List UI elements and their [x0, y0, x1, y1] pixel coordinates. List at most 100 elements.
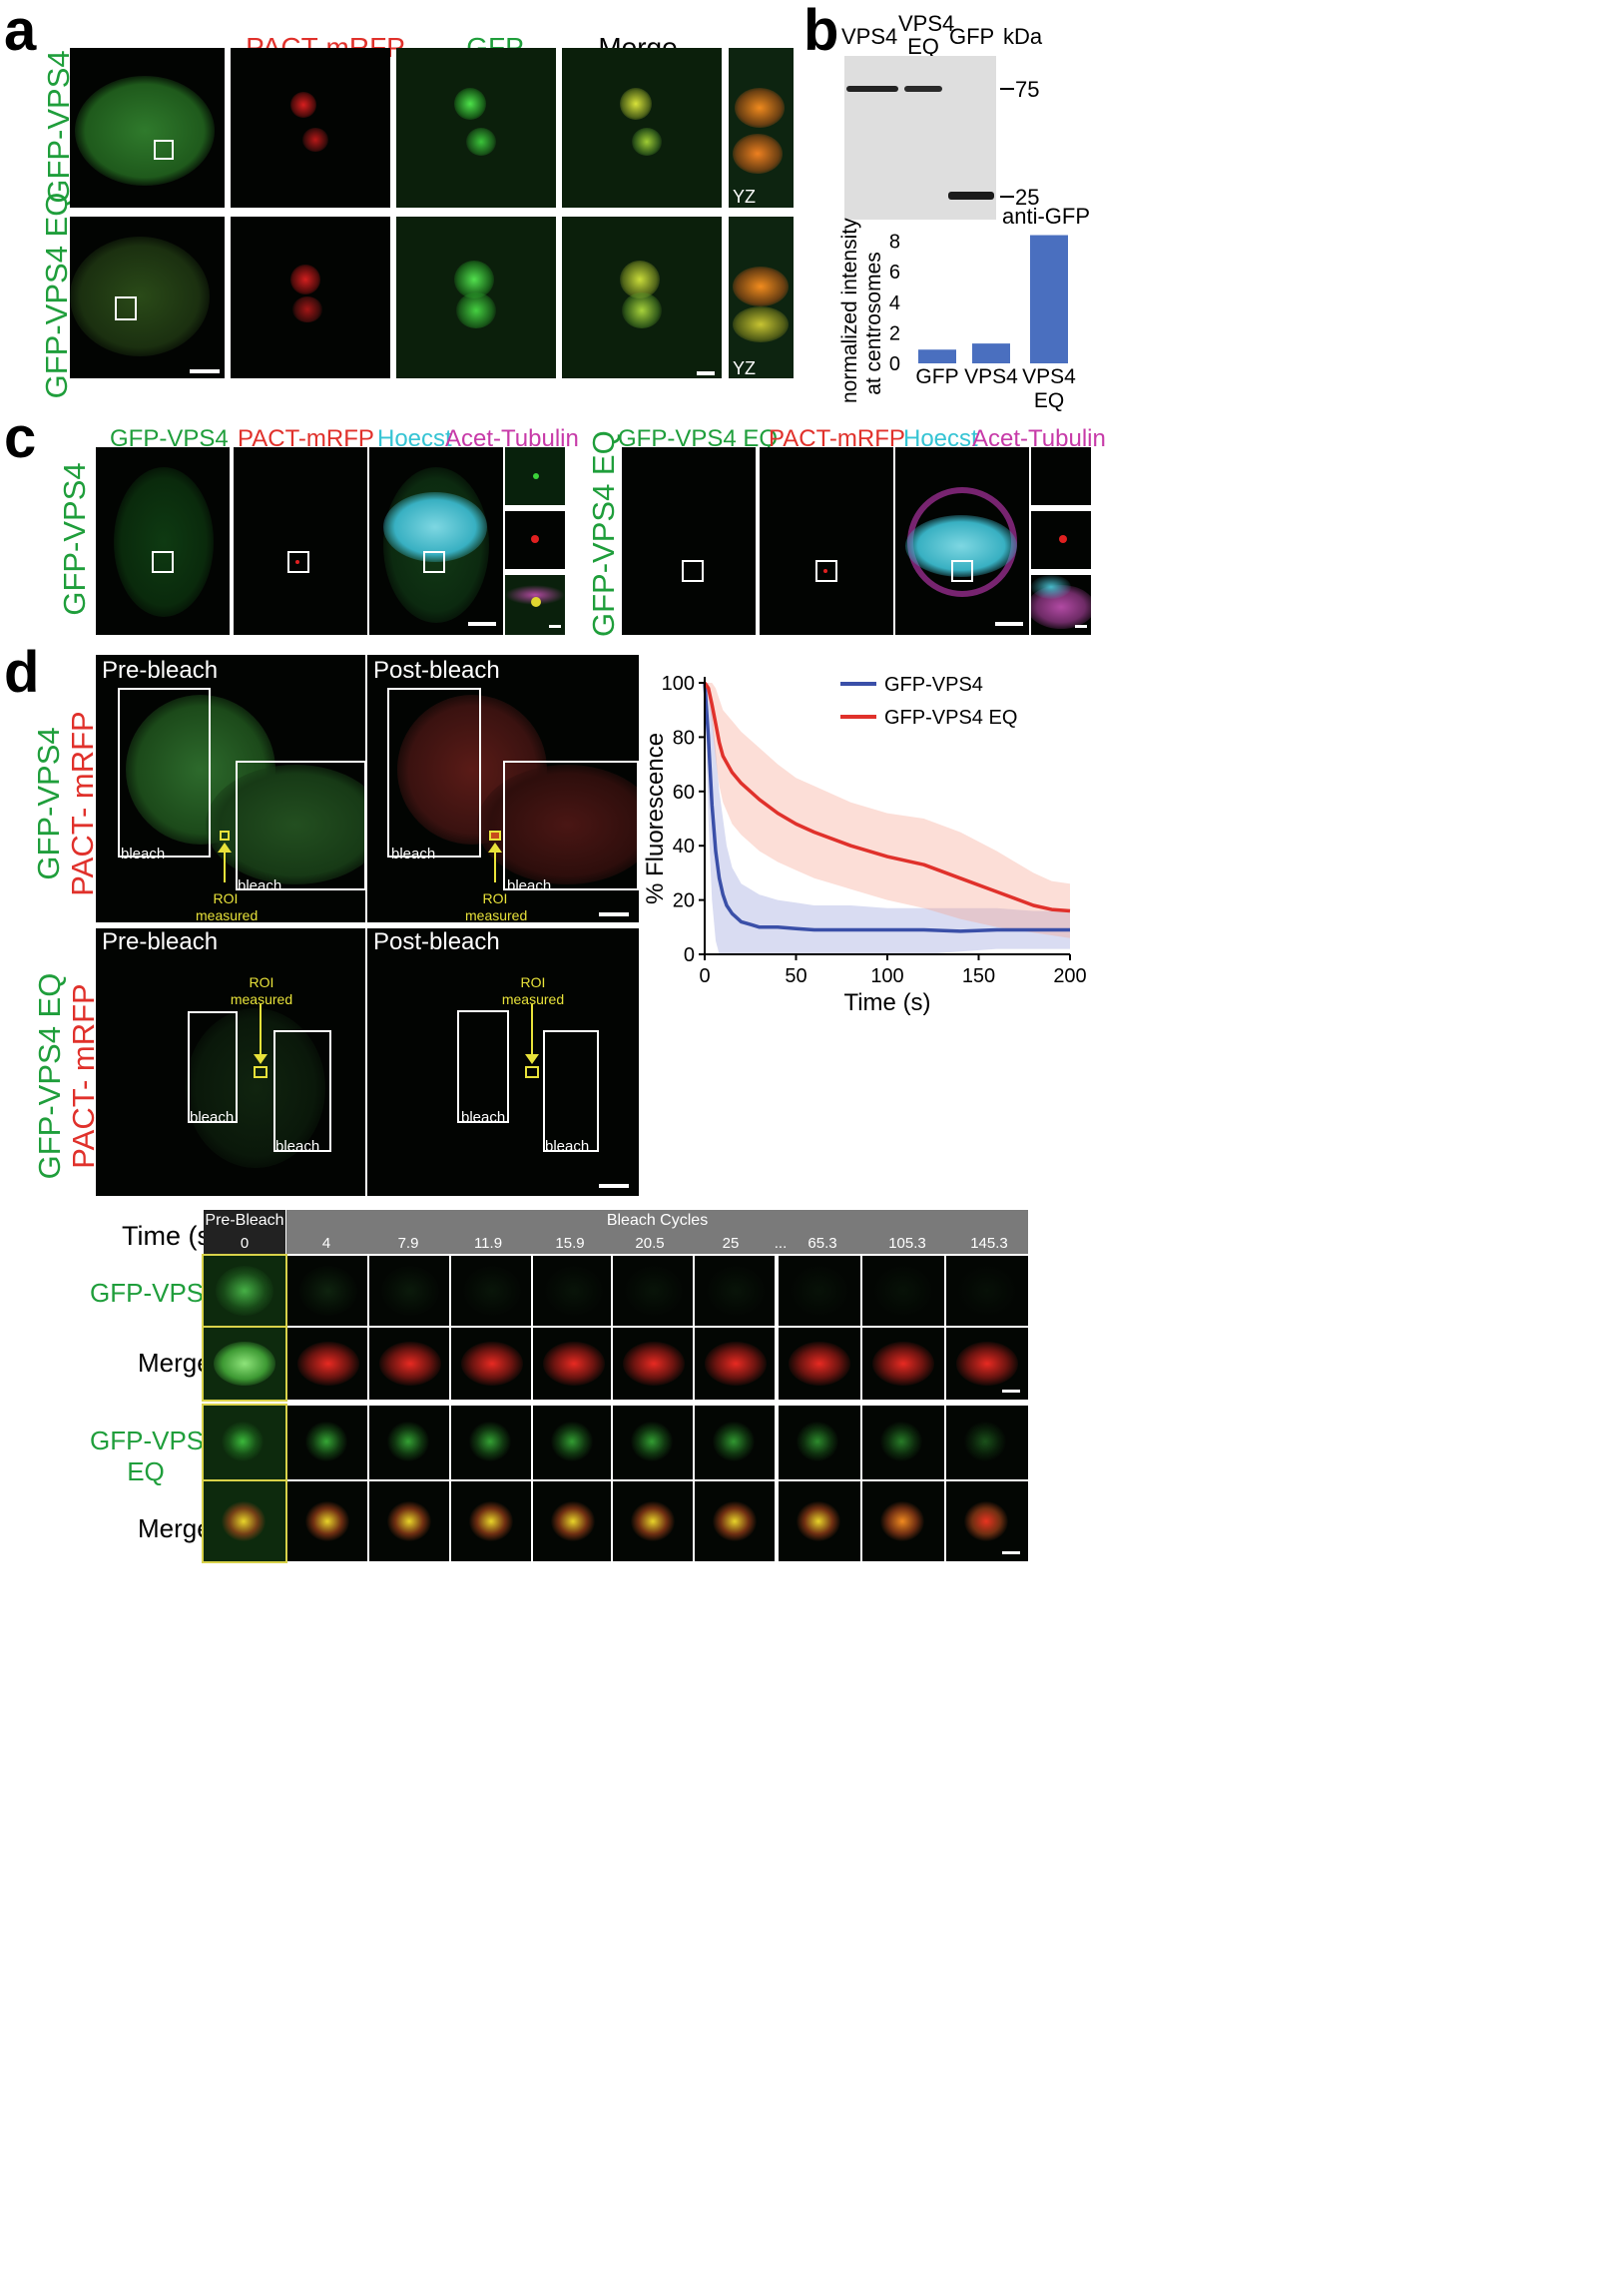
timecourse-row-label-4: Merge — [138, 1513, 212, 1543]
micrograph-a-vps4-overview — [70, 48, 225, 208]
lane-label-vps4eq-line1: VPS4 — [898, 11, 955, 36]
timecourse-cell-r1-c1 — [287, 1256, 367, 1326]
bleach-label-1b: bleach — [238, 877, 282, 894]
timecourse-cell-r2-c9 — [946, 1328, 1028, 1400]
timecourse-cell-r3-c0 — [202, 1404, 287, 1481]
postbleach-label-2: Post-bleach — [373, 928, 500, 955]
timecourse-cell-r3-c4 — [533, 1406, 611, 1479]
timecourse-row-label-2: Merge — [138, 1348, 212, 1378]
timecourse-time-label: Time (s) — [122, 1221, 220, 1251]
roi-label-3-line2: measured — [230, 990, 293, 1007]
bar-ytick-2: 4 — [889, 292, 900, 314]
timecourse-cell-r3-c8 — [862, 1406, 944, 1479]
c-right-row-label: GFP-VPS4 EQ — [586, 430, 621, 637]
c-right-header-tubulin: Acet-Tubulin — [972, 425, 1106, 452]
micrograph-a-vps4-gfp — [396, 48, 556, 208]
timecourse-cell-r4-c5 — [613, 1481, 693, 1561]
bar-xlabel-0: GFP — [915, 365, 958, 388]
panel-a-row-label-vps4eq: GFP-VPS4 EQ — [39, 192, 74, 399]
time-ellipsis: ... — [774, 1235, 788, 1252]
prebleach-header: Pre-Bleach 0 — [204, 1210, 285, 1254]
c-left-header-pact: PACT-mRFP — [238, 425, 374, 452]
line-ytick-1: 20 — [673, 890, 695, 912]
timecourse-cell-r4-c4 — [533, 1481, 611, 1561]
timecourse-cell-r3-c2 — [369, 1406, 449, 1479]
line-xtick-4: 200 — [1053, 965, 1086, 987]
yz-label-a1: YZ — [733, 187, 757, 207]
timecourse-cell-r2-c4 — [533, 1328, 611, 1400]
timecourse-cell-r4-c9 — [946, 1481, 1028, 1561]
d-row2-label: GFP-VPS4 EQ PACT- mRFP — [32, 936, 103, 1216]
prebleach-label-2: Pre-bleach — [102, 928, 219, 955]
timecourse-cell-r4-c1 — [287, 1481, 367, 1561]
panel-label-a: a — [4, 0, 37, 63]
roi-label-2-line1: ROI — [482, 890, 508, 906]
time-3: 11.9 — [473, 1235, 503, 1252]
micrograph-c-right-gfp — [622, 447, 756, 635]
bar-2 — [1030, 235, 1068, 363]
legend-label-1: GFP-VPS4 EQ — [884, 707, 1017, 729]
timecourse-cell-r1-c3 — [451, 1256, 531, 1326]
timecourse-cell-r1-c8 — [862, 1256, 944, 1326]
timecourse-cell-r1-c0 — [202, 1254, 287, 1328]
timecourse-cell-r4-c0 — [202, 1479, 287, 1563]
d-row2-label-green: GFP-VPS4 EQ — [32, 972, 67, 1180]
time-6: 25 — [722, 1235, 740, 1252]
timecourse-cell-r2-c0 — [202, 1326, 287, 1402]
timecourse-cell-r2-c5 — [613, 1328, 693, 1400]
micrograph-d-vps4-postbleach: Post-bleach bleach bleach ROI measured — [367, 655, 639, 922]
kda-label: kDa — [1003, 24, 1043, 49]
roi-label-3-line1: ROI — [249, 974, 274, 990]
bleach-label-1a: bleach — [121, 846, 166, 862]
bar-ytick-0: 0 — [889, 353, 900, 375]
legend-label-0: GFP-VPS4 — [884, 674, 983, 696]
timecourse-cell-r3-c6 — [695, 1406, 775, 1479]
bleach-cycles-label: Bleach Cycles — [606, 1212, 709, 1229]
line-band-0 — [705, 683, 1070, 954]
bar-ytick-4: 8 — [889, 232, 900, 254]
bar-0 — [918, 349, 956, 363]
c-left-header-tubulin: Acet-Tubulin — [445, 425, 579, 452]
line-ytick-4: 80 — [673, 727, 695, 749]
time-7: 65.3 — [807, 1235, 837, 1252]
timecourse-cell-r2-c3 — [451, 1328, 531, 1400]
timecourse-row-label-3: GFP-VPS4 EQ — [90, 1426, 219, 1487]
timecourse-scalebar-r4 — [1002, 1551, 1020, 1554]
micrograph-c-right-inset-gfp — [1031, 447, 1091, 505]
micrograph-c-right-merge — [895, 447, 1029, 635]
western-blot — [844, 56, 996, 220]
timecourse-cell-r2-c2 — [369, 1328, 449, 1400]
bleach-label-2d: bleach — [545, 1138, 590, 1155]
d-row1-label: GFP-VPS4 PACT- mRFP — [31, 684, 102, 923]
time-1: 4 — [321, 1235, 331, 1252]
bar-chart-ylabel-line2: at centrosomes — [862, 252, 886, 395]
time-9: 145.3 — [970, 1235, 1008, 1252]
line-xtick-2: 100 — [870, 965, 903, 987]
bar-1 — [972, 343, 1010, 363]
c-right-header-gfp: GFP-VPS4 EQ — [618, 425, 779, 452]
bleach-label-1d: bleach — [507, 877, 552, 894]
line-xlabel: Time (s) — [843, 989, 930, 1016]
micrograph-a-vps4eq-overview — [70, 217, 225, 378]
panel-label-d: d — [4, 640, 40, 705]
c-left-header-gfp: GFP-VPS4 — [110, 425, 229, 452]
timecourse-cell-r3-c3 — [451, 1406, 531, 1479]
line-series-0 — [703, 682, 1070, 933]
micrograph-a-vps4-pact — [231, 48, 390, 208]
roi-label-2: ROI measured — [465, 890, 527, 922]
bar-ytick-1: 2 — [889, 322, 900, 344]
timecourse-cell-r1-c5 — [613, 1256, 693, 1326]
time-2: 7.9 — [397, 1235, 419, 1252]
micrograph-d-vps4eq-prebleach: Pre-bleach bleach bleach ROI measured — [96, 928, 365, 1196]
timecourse-cell-r1-c2 — [369, 1256, 449, 1326]
time-0: 0 — [240, 1235, 250, 1252]
timecourse-row-label-1: GFP-VPS4 — [90, 1278, 219, 1308]
timecourse-scalebar-r2 — [1002, 1390, 1020, 1393]
bar-chart-ylabel: normalized intensity at centrosomes — [838, 218, 890, 403]
prebleach-label-1: Pre-bleach — [102, 657, 219, 684]
timecourse-cell-r3-c9 — [946, 1406, 1028, 1479]
timecourse-cell-r1-c4 — [533, 1256, 611, 1326]
line-xtick-3: 150 — [962, 965, 995, 987]
bleach-label-1c: bleach — [391, 846, 436, 862]
roi-label-1-line2: measured — [196, 906, 259, 922]
